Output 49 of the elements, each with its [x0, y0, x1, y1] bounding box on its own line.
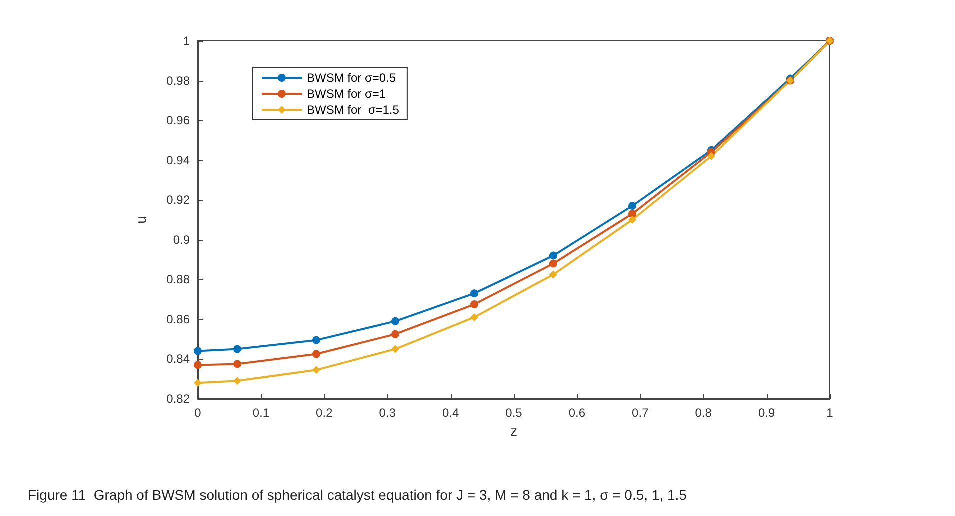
point: [312, 336, 320, 344]
legend-label: BWSM for σ=1.5: [307, 103, 400, 117]
y-tick-label: 0.88: [166, 272, 190, 287]
point: [194, 379, 202, 388]
y-tick-label: 0.9: [173, 232, 190, 247]
x-tick-label: 0.5: [506, 406, 523, 420]
point: [194, 361, 202, 370]
point: [312, 366, 320, 374]
y-tick-label: 1: [183, 34, 190, 48]
y-axis-title: u: [133, 216, 149, 224]
y-tick-label: 0.92: [166, 193, 190, 208]
point: [628, 210, 636, 218]
point: [470, 290, 478, 298]
x-tick-label: 0.8: [695, 406, 712, 420]
point: [628, 202, 636, 210]
x-axis-title: z: [510, 422, 518, 439]
point: [628, 216, 636, 224]
legend-label: BWSM for σ=1: [307, 87, 386, 101]
point: [392, 345, 400, 354]
x-tick-label: 0.6: [568, 406, 586, 420]
y-tick-label: 0.84: [166, 352, 190, 366]
y-tick-label: 0.86: [166, 312, 190, 326]
point: [550, 270, 558, 279]
caption: Figure 11 Graph of BWSM solution of spherical catalyst equation for J = 3, M = 8 and k = 1, σ = 0.5, 1, 1.5: [28, 487, 688, 503]
legend-label: BWSM for σ=0.5: [307, 71, 396, 85]
y-tick-label: 0.82: [166, 392, 190, 406]
x-tick-label: 0.9: [758, 406, 776, 420]
point: [708, 152, 716, 160]
point: [194, 347, 202, 356]
y-tick-label: 0.98: [166, 74, 190, 88]
point: [470, 313, 478, 322]
x-tick-label: 0.1: [252, 406, 270, 420]
x-tick-label: 0.3: [379, 406, 396, 420]
point: [234, 360, 242, 368]
x-tick-label: 1: [826, 406, 834, 420]
x-tick-label: 0.7: [632, 406, 650, 420]
point: [312, 350, 320, 358]
x-tick-label: 0: [194, 406, 202, 420]
point: [550, 252, 558, 260]
x-tick-label: 0.2: [316, 406, 334, 420]
y-tick-label: 0.96: [166, 114, 190, 128]
point: [470, 300, 478, 309]
point: [234, 377, 242, 386]
y-tick-label: 0.94: [166, 153, 190, 168]
x-tick-label: 0.4: [442, 406, 460, 420]
point: [392, 330, 400, 338]
point: [550, 260, 558, 268]
point: [234, 345, 242, 354]
point: [392, 317, 400, 326]
